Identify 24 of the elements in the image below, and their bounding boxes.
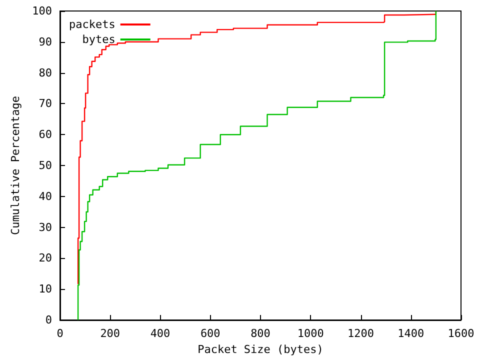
x-tick-label: 1200 (348, 327, 374, 340)
x-tick-label: 200 (100, 327, 120, 340)
y-tick-label: 20 (38, 252, 52, 265)
x-tick-label: 1000 (297, 327, 324, 340)
y-tick-label: 0 (45, 314, 52, 326)
y-tick-label: 10 (38, 282, 52, 296)
x-axis-title: Packet Size (bytes) (198, 343, 324, 356)
y-tick-label: 30 (38, 220, 52, 234)
x-tick-label: 400 (150, 327, 170, 340)
legend-label: bytes (82, 33, 116, 46)
y-tick-label: 40 (38, 190, 52, 203)
x-tick-label: 1600 (448, 327, 474, 340)
y-tick-label: 50 (38, 159, 52, 172)
legend-label: packets (69, 18, 116, 31)
y-axis-title: Cumulative Percentage (9, 96, 22, 236)
y-tick-label: 80 (38, 66, 52, 80)
y-tick-label: 60 (38, 128, 52, 142)
x-tick-label: 800 (250, 327, 270, 340)
x-tick-label: 1400 (398, 327, 424, 340)
y-tick-label: 90 (38, 35, 52, 48)
y-tick-label: 70 (38, 97, 52, 110)
x-tick-label: 0 (56, 327, 64, 340)
x-tick-label: 600 (200, 327, 220, 340)
y-tick-label: 100 (32, 4, 52, 18)
